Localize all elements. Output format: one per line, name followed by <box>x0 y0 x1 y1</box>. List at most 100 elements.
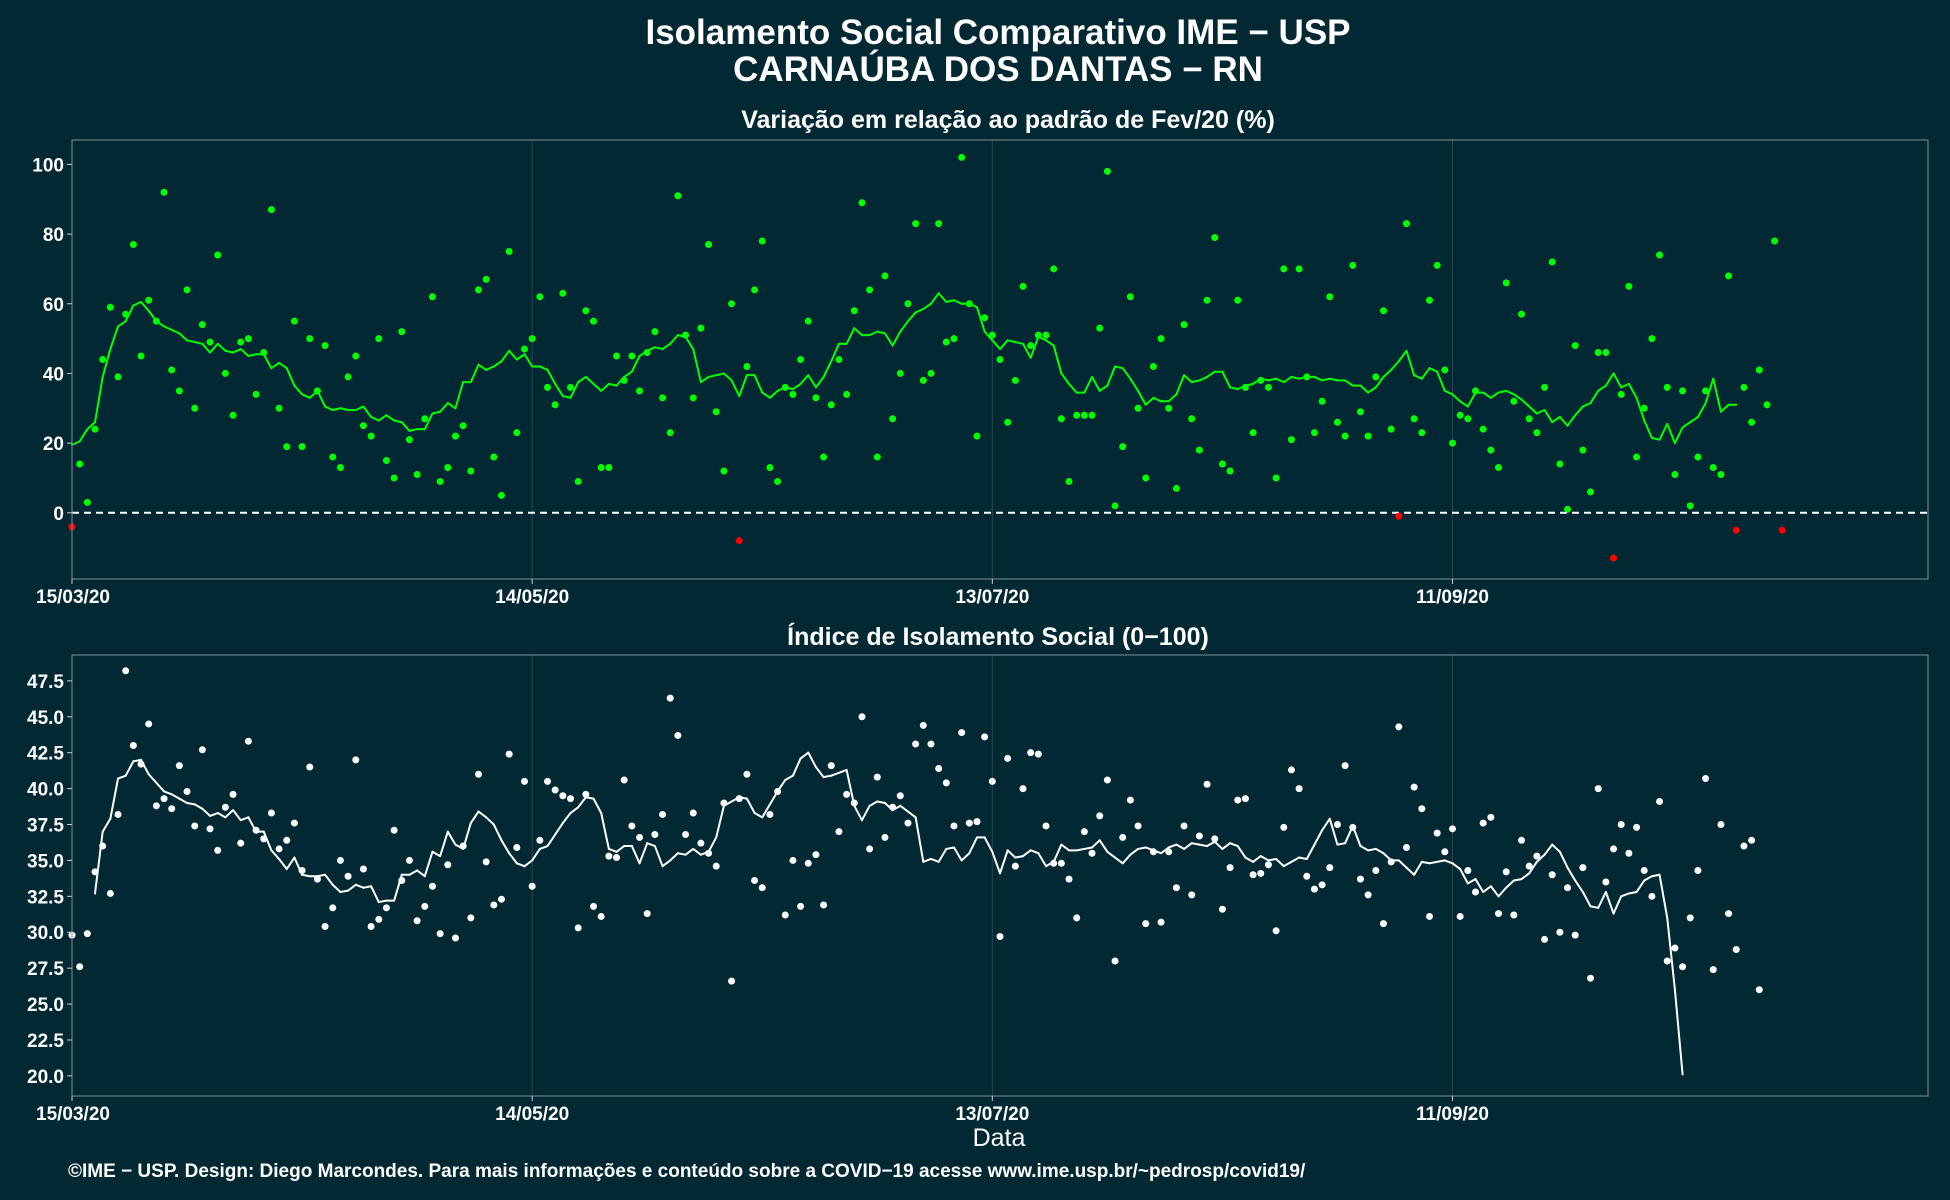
p1-point <box>751 286 759 294</box>
p1-ma-segment <box>922 302 932 310</box>
p1-point <box>1610 554 1618 562</box>
p1-ma-segment <box>1505 389 1515 396</box>
p2-point <box>1548 871 1556 879</box>
p2-ma-segment <box>1298 856 1308 860</box>
p1-ma-segment <box>140 301 150 312</box>
p1-ma-segment <box>1627 382 1638 399</box>
p2-point <box>321 922 329 930</box>
p1-point <box>712 408 720 416</box>
p2-point <box>1525 862 1533 870</box>
p1-ma-segment <box>1328 377 1339 382</box>
p2-point <box>605 852 613 860</box>
p1-point <box>267 206 275 214</box>
p2-point <box>1372 866 1380 874</box>
p2-ma-segment <box>929 857 940 863</box>
p1-point <box>206 338 214 346</box>
p1-point <box>237 338 245 346</box>
p1-ma-segment <box>1420 367 1431 380</box>
p1-point <box>958 153 966 161</box>
p2-point <box>214 846 222 854</box>
p2-point <box>1287 766 1295 774</box>
p2-ma-segment <box>186 801 196 806</box>
p1-point <box>812 394 820 402</box>
p2-ma-segment <box>1643 875 1653 882</box>
p2-point <box>313 875 321 883</box>
p1-point <box>574 477 582 485</box>
p2-ma-segment <box>1328 817 1339 846</box>
p1-ma-segment <box>799 374 810 385</box>
p2-ma-segment <box>201 807 212 817</box>
p2-ma-segment <box>669 852 679 862</box>
p1-point <box>1103 167 1111 175</box>
p2-ma-segment <box>477 810 488 819</box>
p2-point <box>474 770 482 778</box>
p2-ma-segment <box>523 859 534 868</box>
p1-point <box>1671 470 1679 478</box>
p2-point <box>1057 859 1065 867</box>
p2-ma-segment <box>945 846 955 850</box>
p1-ma-segment <box>715 372 725 377</box>
p2-point <box>804 859 812 867</box>
p1-ma-segment <box>600 382 610 392</box>
p2-point <box>850 799 858 807</box>
p2-point <box>1341 762 1349 770</box>
p1-point <box>428 293 436 301</box>
p1-point <box>1295 265 1303 273</box>
p1-ma-segment <box>592 382 603 392</box>
p2-point <box>1448 825 1456 833</box>
p2-point <box>1748 836 1756 844</box>
p2-ma-segment <box>1290 856 1301 863</box>
p1-point <box>1709 464 1717 472</box>
p2-x-tick-label-3: 11/09/20 <box>1416 1104 1489 1125</box>
p2-ma-segment <box>822 774 833 779</box>
p1-ma-segment <box>71 440 81 446</box>
p2-point <box>866 845 874 853</box>
p1-point <box>1548 258 1556 266</box>
p1-ma-segment <box>1574 405 1584 417</box>
p2-point <box>1610 845 1618 853</box>
p1-point <box>444 464 452 472</box>
p2-point <box>1633 823 1641 831</box>
p1-point <box>1149 362 1157 370</box>
p2-point <box>1472 888 1480 896</box>
p2-point <box>567 795 575 803</box>
p2-ma-segment <box>814 766 825 779</box>
p2-point <box>666 694 674 702</box>
p1-ma-segment <box>124 304 135 323</box>
p2-ma-segment <box>423 850 434 878</box>
p1-point <box>1042 331 1050 339</box>
variation-frame <box>71 139 1929 580</box>
p1-ma-segment <box>86 421 97 431</box>
p2-point <box>1310 885 1318 893</box>
p1-ma-segment <box>699 375 710 384</box>
p2-point <box>490 901 498 909</box>
p1-point <box>1303 373 1311 381</box>
p2-y-tick-label-4: 30.0 <box>27 923 64 944</box>
p2-point <box>1625 849 1633 857</box>
p1-ma-segment <box>1689 415 1699 424</box>
p1-point <box>1019 282 1027 290</box>
p2-point <box>436 930 444 938</box>
p1-point <box>1004 418 1012 426</box>
p2-point <box>183 787 191 795</box>
p1-point <box>973 432 981 440</box>
p1-point <box>252 390 260 398</box>
p2-point <box>1602 878 1610 886</box>
p2-y-tick-label-7: 37.5 <box>27 816 64 837</box>
p2-ma-segment <box>1137 846 1147 850</box>
p1-ma-segment <box>1152 396 1163 403</box>
p2-point <box>1073 914 1081 922</box>
p1-ma-segment <box>1267 377 1278 382</box>
p1-ma-segment <box>1489 391 1500 399</box>
p2-point <box>981 733 989 741</box>
p2-ma-segment <box>991 850 1001 875</box>
p2-point <box>827 762 835 770</box>
p1-point <box>160 188 168 196</box>
p2-point <box>1218 905 1226 913</box>
p2-ma-segment <box>1022 849 1032 858</box>
p2-point <box>636 833 644 841</box>
p2-ma-segment <box>676 852 687 856</box>
p2-point <box>613 854 621 862</box>
p2-ma-segment <box>331 883 342 894</box>
p1-ma-segment <box>1436 370 1446 392</box>
